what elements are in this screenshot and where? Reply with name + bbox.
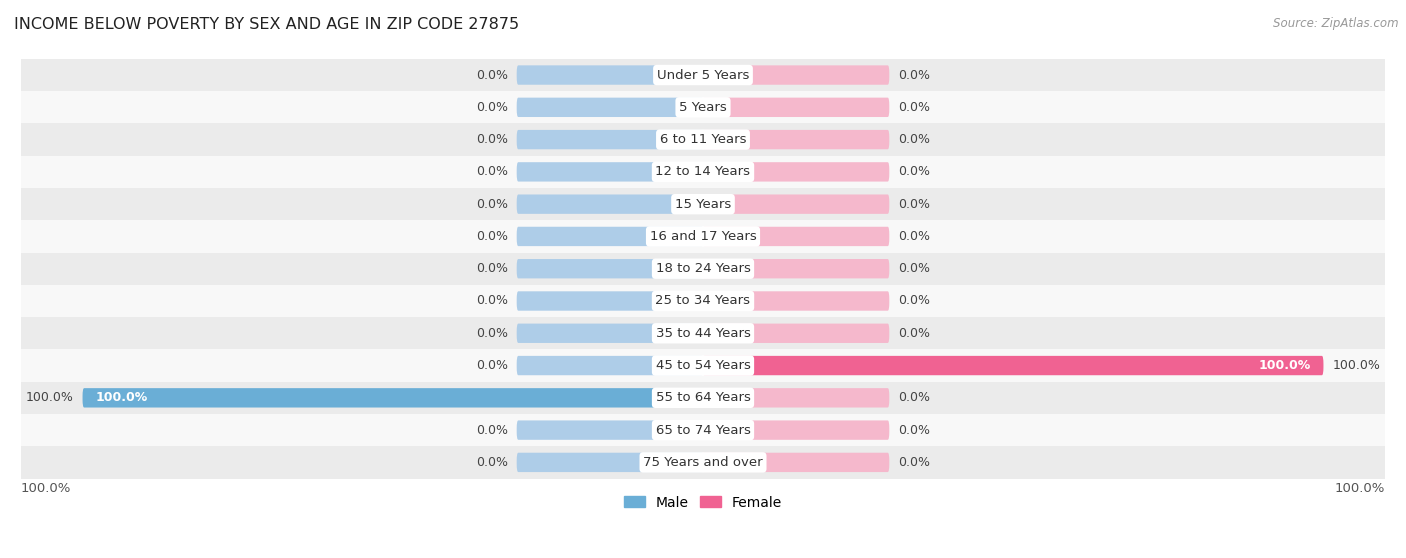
- Text: 15 Years: 15 Years: [675, 198, 731, 211]
- Bar: [21, 382, 1385, 414]
- Legend: Male, Female: Male, Female: [619, 490, 787, 515]
- Text: 100.0%: 100.0%: [1333, 359, 1381, 372]
- Text: 0.0%: 0.0%: [475, 101, 508, 114]
- Text: 0.0%: 0.0%: [475, 262, 508, 275]
- Bar: [21, 285, 1385, 317]
- FancyBboxPatch shape: [516, 259, 703, 278]
- FancyBboxPatch shape: [516, 356, 703, 375]
- Text: 0.0%: 0.0%: [898, 327, 931, 340]
- Text: 6 to 11 Years: 6 to 11 Years: [659, 133, 747, 146]
- Text: 0.0%: 0.0%: [475, 230, 508, 243]
- FancyBboxPatch shape: [83, 388, 703, 407]
- FancyBboxPatch shape: [703, 420, 890, 440]
- Text: 18 to 24 Years: 18 to 24 Years: [655, 262, 751, 275]
- Bar: [21, 253, 1385, 285]
- Text: 100.0%: 100.0%: [21, 483, 72, 496]
- FancyBboxPatch shape: [516, 162, 703, 181]
- Text: 0.0%: 0.0%: [898, 198, 931, 211]
- Text: 100.0%: 100.0%: [1334, 483, 1385, 496]
- FancyBboxPatch shape: [516, 324, 703, 343]
- Text: 100.0%: 100.0%: [25, 391, 73, 405]
- Bar: [21, 91, 1385, 123]
- FancyBboxPatch shape: [516, 453, 703, 472]
- FancyBboxPatch shape: [516, 65, 703, 85]
- Text: 65 to 74 Years: 65 to 74 Years: [655, 424, 751, 436]
- Bar: [21, 414, 1385, 446]
- FancyBboxPatch shape: [516, 130, 703, 150]
- Text: 0.0%: 0.0%: [475, 198, 508, 211]
- Text: 0.0%: 0.0%: [475, 327, 508, 340]
- Bar: [21, 349, 1385, 382]
- FancyBboxPatch shape: [703, 195, 890, 214]
- Text: 45 to 54 Years: 45 to 54 Years: [655, 359, 751, 372]
- Text: 100.0%: 100.0%: [1258, 359, 1310, 372]
- Text: 0.0%: 0.0%: [898, 424, 931, 436]
- FancyBboxPatch shape: [516, 98, 703, 117]
- Text: 100.0%: 100.0%: [96, 391, 148, 405]
- Text: 0.0%: 0.0%: [898, 133, 931, 146]
- Bar: [21, 220, 1385, 253]
- Text: 0.0%: 0.0%: [898, 101, 931, 114]
- Text: 12 to 14 Years: 12 to 14 Years: [655, 165, 751, 179]
- FancyBboxPatch shape: [703, 324, 890, 343]
- Bar: [21, 188, 1385, 220]
- FancyBboxPatch shape: [516, 420, 703, 440]
- Text: 35 to 44 Years: 35 to 44 Years: [655, 327, 751, 340]
- FancyBboxPatch shape: [703, 130, 890, 150]
- FancyBboxPatch shape: [703, 453, 890, 472]
- FancyBboxPatch shape: [703, 291, 890, 311]
- Text: 0.0%: 0.0%: [898, 295, 931, 307]
- Bar: [21, 317, 1385, 349]
- Text: 0.0%: 0.0%: [475, 424, 508, 436]
- Text: 16 and 17 Years: 16 and 17 Years: [650, 230, 756, 243]
- FancyBboxPatch shape: [516, 291, 703, 311]
- Text: 0.0%: 0.0%: [475, 295, 508, 307]
- Bar: [21, 59, 1385, 91]
- Text: 0.0%: 0.0%: [898, 262, 931, 275]
- Text: 0.0%: 0.0%: [898, 230, 931, 243]
- FancyBboxPatch shape: [703, 259, 890, 278]
- FancyBboxPatch shape: [703, 65, 890, 85]
- Text: Under 5 Years: Under 5 Years: [657, 69, 749, 81]
- FancyBboxPatch shape: [516, 195, 703, 214]
- Text: 0.0%: 0.0%: [475, 133, 508, 146]
- FancyBboxPatch shape: [703, 98, 890, 117]
- Text: 0.0%: 0.0%: [898, 391, 931, 405]
- FancyBboxPatch shape: [516, 227, 703, 246]
- Text: 0.0%: 0.0%: [475, 69, 508, 81]
- Text: Source: ZipAtlas.com: Source: ZipAtlas.com: [1274, 17, 1399, 30]
- Bar: [21, 123, 1385, 156]
- FancyBboxPatch shape: [703, 356, 1323, 375]
- FancyBboxPatch shape: [703, 388, 890, 407]
- Text: 5 Years: 5 Years: [679, 101, 727, 114]
- Text: 0.0%: 0.0%: [475, 165, 508, 179]
- Bar: [21, 156, 1385, 188]
- Text: 75 Years and over: 75 Years and over: [643, 456, 763, 469]
- FancyBboxPatch shape: [703, 162, 890, 181]
- Text: 0.0%: 0.0%: [898, 165, 931, 179]
- FancyBboxPatch shape: [703, 227, 890, 246]
- Text: 0.0%: 0.0%: [475, 456, 508, 469]
- Text: 25 to 34 Years: 25 to 34 Years: [655, 295, 751, 307]
- Text: 0.0%: 0.0%: [898, 456, 931, 469]
- Text: 55 to 64 Years: 55 to 64 Years: [655, 391, 751, 405]
- Text: 0.0%: 0.0%: [475, 359, 508, 372]
- Text: INCOME BELOW POVERTY BY SEX AND AGE IN ZIP CODE 27875: INCOME BELOW POVERTY BY SEX AND AGE IN Z…: [14, 17, 519, 32]
- Text: 0.0%: 0.0%: [898, 69, 931, 81]
- Bar: [21, 446, 1385, 479]
